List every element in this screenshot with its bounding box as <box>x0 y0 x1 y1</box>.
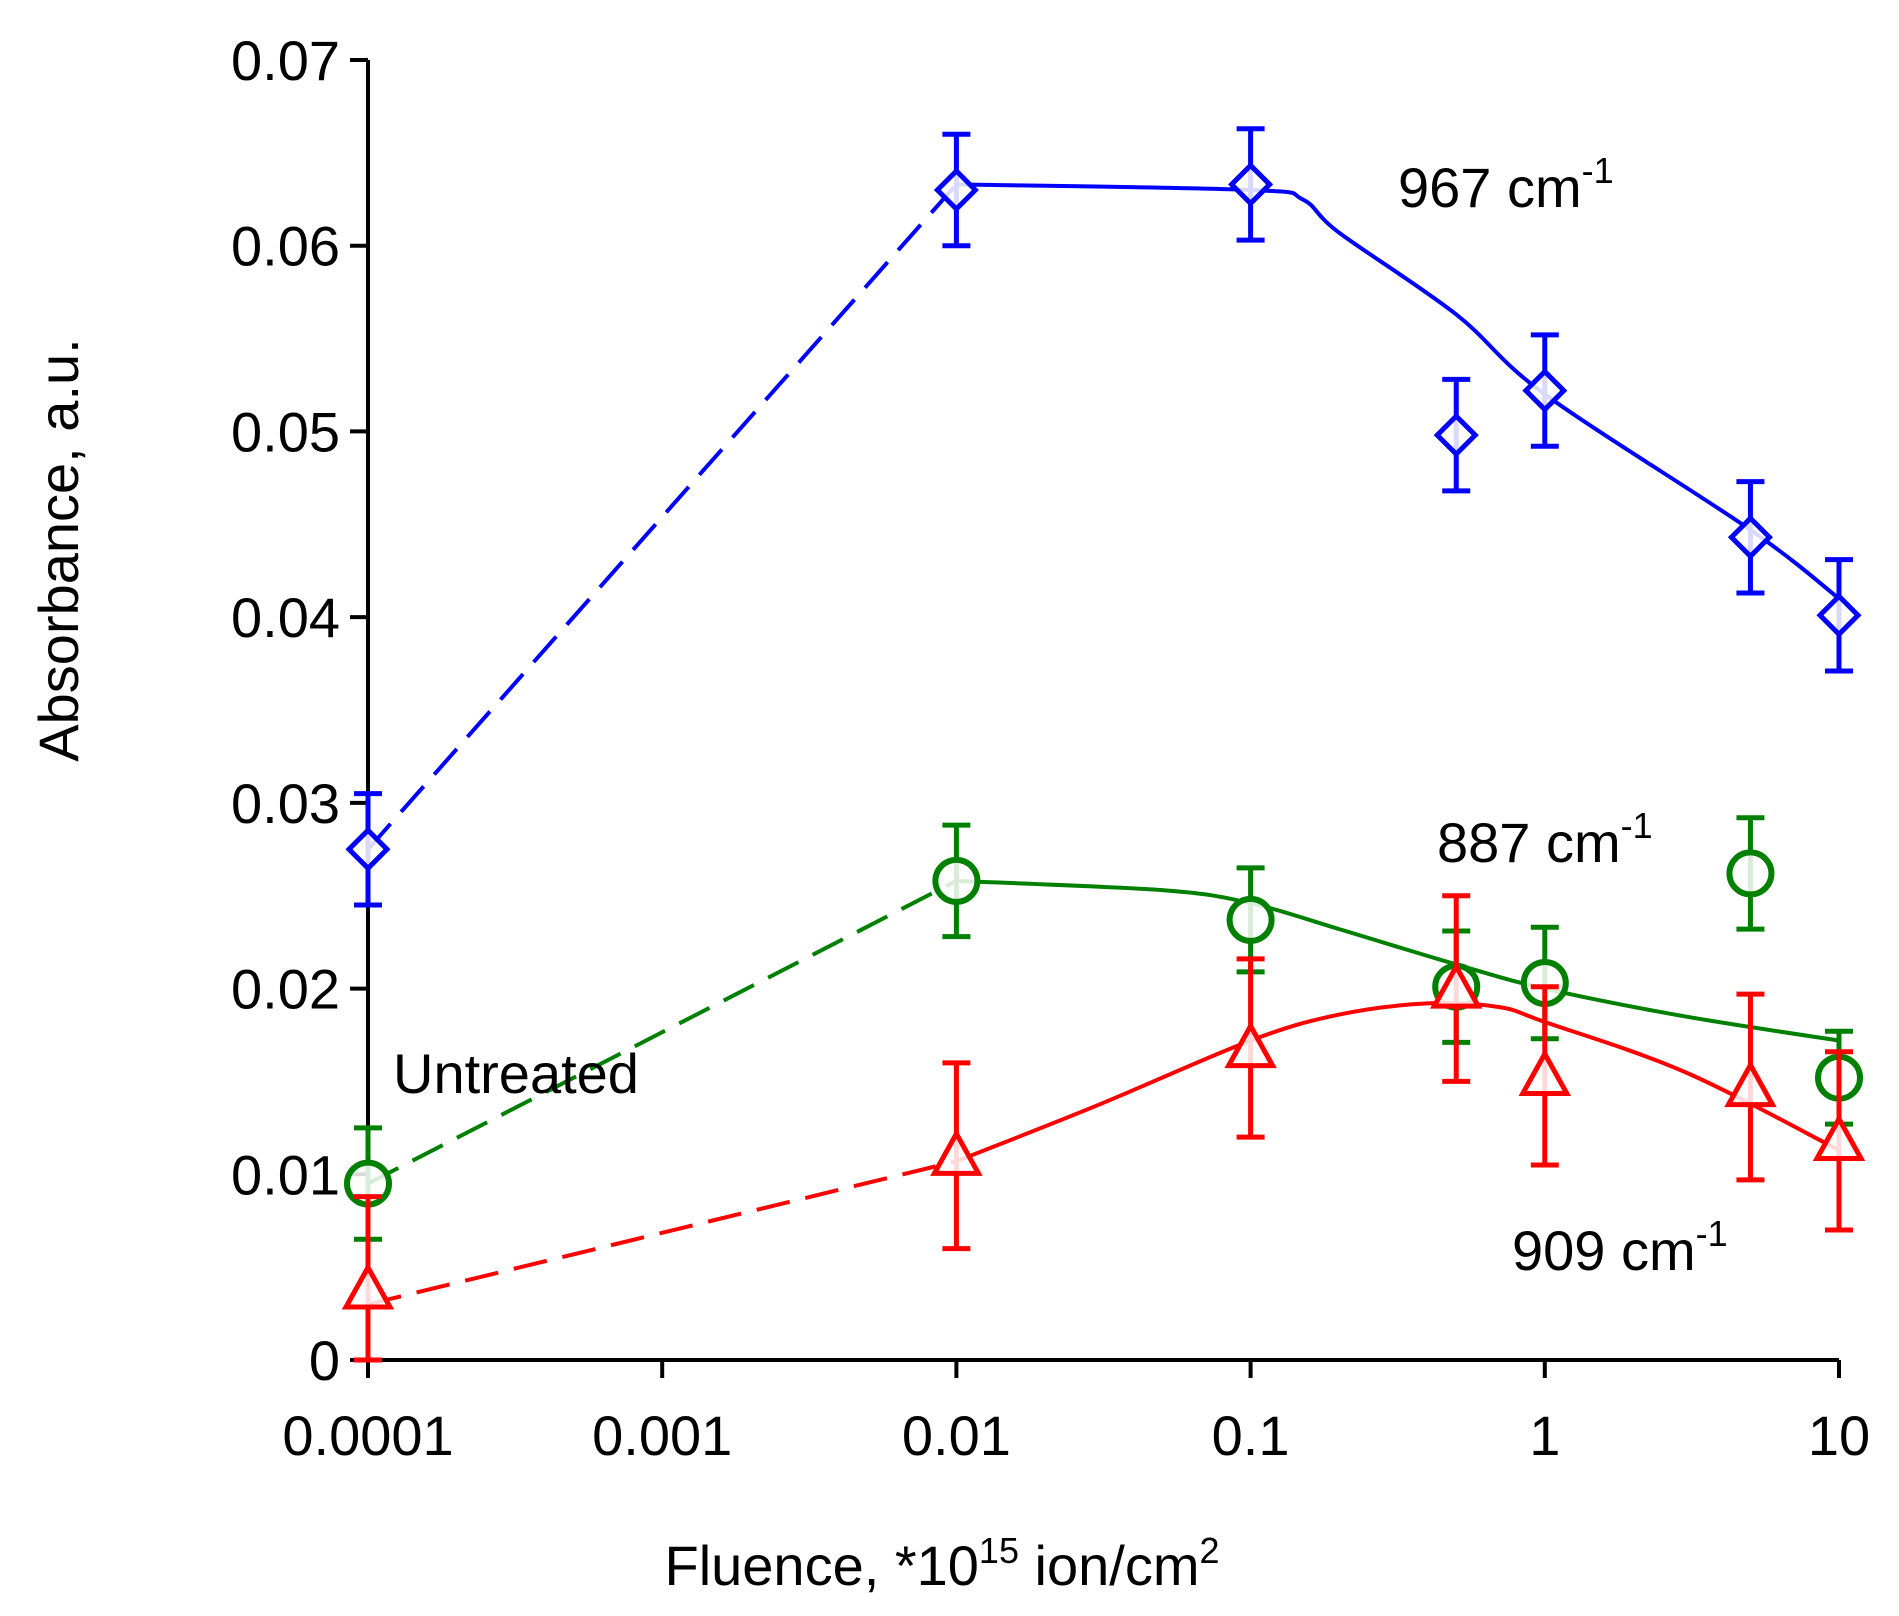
data-point <box>345 826 391 872</box>
tick-labels: 0 0.01 0.02 0.03 0.04 0.05 0.06 0.07 0.0001 0.001… <box>231 29 1870 1467</box>
series-2 <box>341 893 1866 1363</box>
series-layer <box>341 126 1866 1363</box>
x-tick-label: 0.1 <box>1212 1404 1290 1467</box>
series-label-887: 887 cm-1 <box>1437 805 1653 874</box>
x-tick-label: 10 <box>1808 1404 1870 1467</box>
y-tick-label: 0.05 <box>231 400 340 463</box>
data-point <box>1429 961 1483 1009</box>
data-point <box>1224 1020 1277 1069</box>
y-tick-label: 0.01 <box>231 1143 340 1206</box>
series-trend-line <box>956 878 1840 1043</box>
x-tick-label: 1 <box>1529 1404 1560 1467</box>
data-point <box>1226 895 1275 944</box>
data-point <box>930 1128 983 1176</box>
data-point <box>1433 412 1479 458</box>
data-point <box>932 856 981 905</box>
untreated-annotation: Untreated <box>393 1042 639 1105</box>
x-tick-label: 0.001 <box>592 1404 732 1467</box>
series-label-967: 967 cm-1 <box>1398 150 1614 219</box>
x-axis-title-sup-exponent: 15 <box>979 1530 1019 1571</box>
data-point <box>1812 1113 1866 1161</box>
series-label-909: 909 cm-1 <box>1512 1213 1728 1282</box>
data-point <box>933 167 979 213</box>
y-tick-label: 0.06 <box>231 215 340 278</box>
data-point <box>1228 161 1274 207</box>
data-point <box>1816 592 1862 638</box>
data-point <box>1726 849 1775 898</box>
y-tick-label: 0.07 <box>231 29 340 92</box>
y-tick-label: 0.03 <box>231 772 340 835</box>
series-trend-line <box>955 1001 1840 1164</box>
x-axis-title-prefix: Fluence, *10 <box>664 1534 978 1597</box>
data-point <box>341 1262 395 1310</box>
series-0 <box>345 126 1862 908</box>
data-point <box>1518 1048 1572 1096</box>
x-axis-title-mid: ion/cm <box>1019 1534 1200 1597</box>
y-tick-label: 0 <box>309 1329 340 1392</box>
data-point <box>1522 368 1568 414</box>
y-tick-label: 0.02 <box>231 958 340 1021</box>
x-tick-label: 0.01 <box>902 1404 1011 1467</box>
series-trend-line <box>956 182 1841 601</box>
x-axis-title-sup-square: 2 <box>1199 1530 1219 1571</box>
y-tick-label: 0.04 <box>231 586 340 649</box>
series-dashed-line <box>367 879 958 1186</box>
data-point <box>1727 514 1773 560</box>
data-point <box>1724 1059 1777 1108</box>
series-dashed-line <box>367 1159 957 1307</box>
x-tick-label: 0.0001 <box>282 1404 453 1467</box>
y-axis-title: Absorbance, a.u. <box>27 338 90 761</box>
x-axis-title: Fluence, *1015 ion/cm2 <box>664 1530 1219 1597</box>
